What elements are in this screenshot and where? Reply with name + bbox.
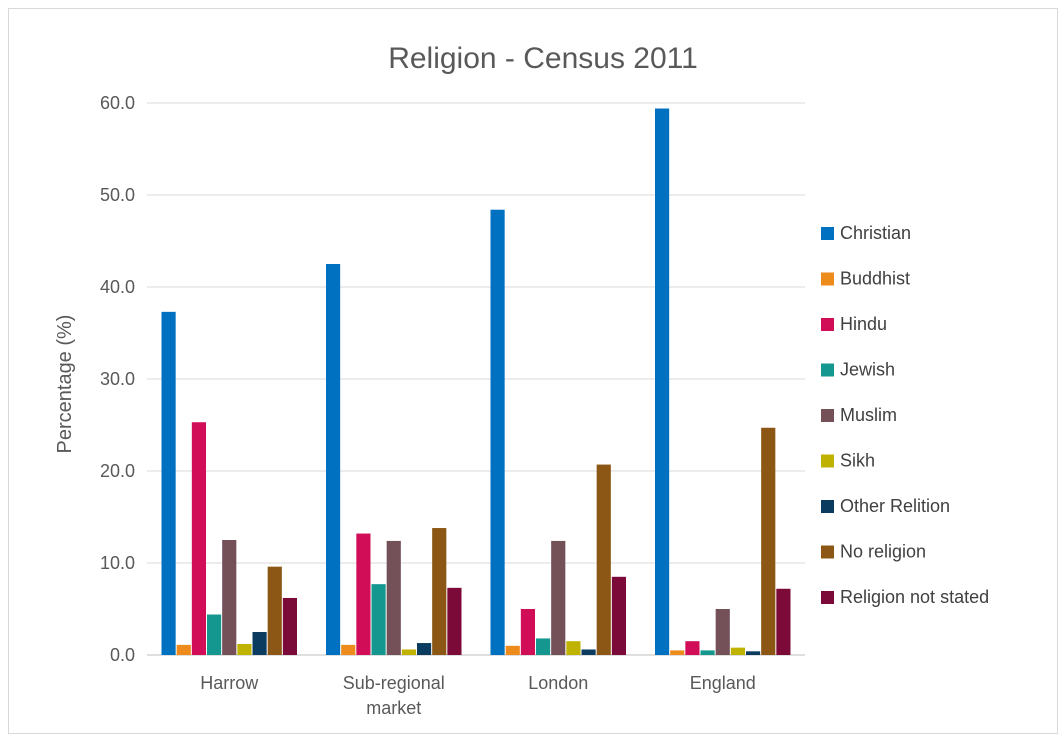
bar-no-religion xyxy=(761,427,776,655)
x-tick-label: Sub-regional xyxy=(343,673,445,693)
bar-buddhist xyxy=(341,644,356,655)
chart-title: Religion - Census 2011 xyxy=(388,42,698,75)
bar-sikh xyxy=(566,641,581,655)
bar-jewish xyxy=(536,638,551,655)
bar-no-religion xyxy=(596,464,611,655)
bar-no-religion xyxy=(267,566,282,655)
bar-christian xyxy=(326,264,341,655)
bar-muslim xyxy=(386,540,401,655)
legend-label: Other Relition xyxy=(840,496,950,516)
legend-swatch xyxy=(821,363,834,377)
bar-buddhist xyxy=(176,644,191,655)
legend-label: Muslim xyxy=(840,405,897,425)
x-tick-label: London xyxy=(528,673,588,693)
bar-hindu xyxy=(685,641,700,655)
legend-label: Jewish xyxy=(840,360,895,380)
legend-label: Hindu xyxy=(840,314,887,334)
bar-religion-not-stated xyxy=(776,588,791,655)
chart-svg: Religion - Census 2011 Percentage (%) 0.… xyxy=(54,42,989,718)
bar-religion-not-stated xyxy=(447,587,462,655)
bar-hindu xyxy=(520,609,535,655)
y-tick-label: 60.0 xyxy=(100,93,135,113)
y-tick-label: 40.0 xyxy=(100,277,135,297)
legend-label: No religion xyxy=(840,542,926,562)
bar-christian xyxy=(490,209,505,655)
legend: Christian Buddhist Hindu Jewish Muslim Sikh Ot… xyxy=(821,223,989,607)
legend-swatch xyxy=(821,500,834,513)
chart-frame: Religion - Census 2011 Percentage (%) 0.… xyxy=(8,8,1058,734)
legend-label: Religion not stated xyxy=(840,587,989,607)
tick-labels: 0.0 10.0 20.0 30.0 40.0 50.0 60.0 Harrow Sub-reg… xyxy=(100,93,756,718)
bar-jewish xyxy=(700,650,715,655)
bar-no-religion xyxy=(432,528,447,655)
bar-other-relition xyxy=(417,643,432,655)
legend-swatch xyxy=(821,591,834,604)
bar-hindu xyxy=(356,533,371,655)
bar-muslim xyxy=(222,540,237,655)
y-tick-label: 50.0 xyxy=(100,185,135,205)
y-tick-label: 10.0 xyxy=(100,553,135,573)
bar-christian xyxy=(655,108,670,655)
legend-swatch xyxy=(821,545,834,559)
bar-muslim xyxy=(715,609,730,655)
y-tick-label: 30.0 xyxy=(100,369,135,389)
y-tick-label: 0.0 xyxy=(110,645,135,665)
bar-sikh xyxy=(730,647,745,655)
bar-buddhist xyxy=(670,650,685,655)
y-axis-label: Percentage (%) xyxy=(54,315,76,454)
bar-jewish xyxy=(207,614,222,655)
legend-label: Sikh xyxy=(840,451,875,471)
legend-swatch xyxy=(821,318,834,331)
x-tick-label: Harrow xyxy=(200,673,259,693)
y-tick-label: 20.0 xyxy=(100,461,135,481)
legend-label: Buddhist xyxy=(840,269,910,289)
bar-sikh xyxy=(237,643,252,655)
bar-other-relition xyxy=(746,651,761,655)
gridlines xyxy=(147,102,805,656)
bars xyxy=(161,108,791,655)
bar-christian xyxy=(161,311,176,655)
legend-swatch xyxy=(821,454,834,468)
bar-muslim xyxy=(551,540,566,655)
legend-swatch xyxy=(821,227,834,240)
bar-sikh xyxy=(401,649,416,655)
bar-religion-not-stated xyxy=(282,597,297,655)
bar-jewish xyxy=(371,584,386,655)
legend-swatch xyxy=(821,272,834,286)
bar-buddhist xyxy=(505,645,520,655)
x-tick-label: market xyxy=(366,698,421,718)
bar-religion-not-stated xyxy=(611,576,626,655)
bar-other-relition xyxy=(252,632,267,655)
legend-label: Christian xyxy=(840,223,911,243)
bar-other-relition xyxy=(581,649,596,655)
x-tick-label: England xyxy=(690,673,756,693)
legend-swatch xyxy=(821,409,834,422)
bar-hindu xyxy=(191,422,206,655)
